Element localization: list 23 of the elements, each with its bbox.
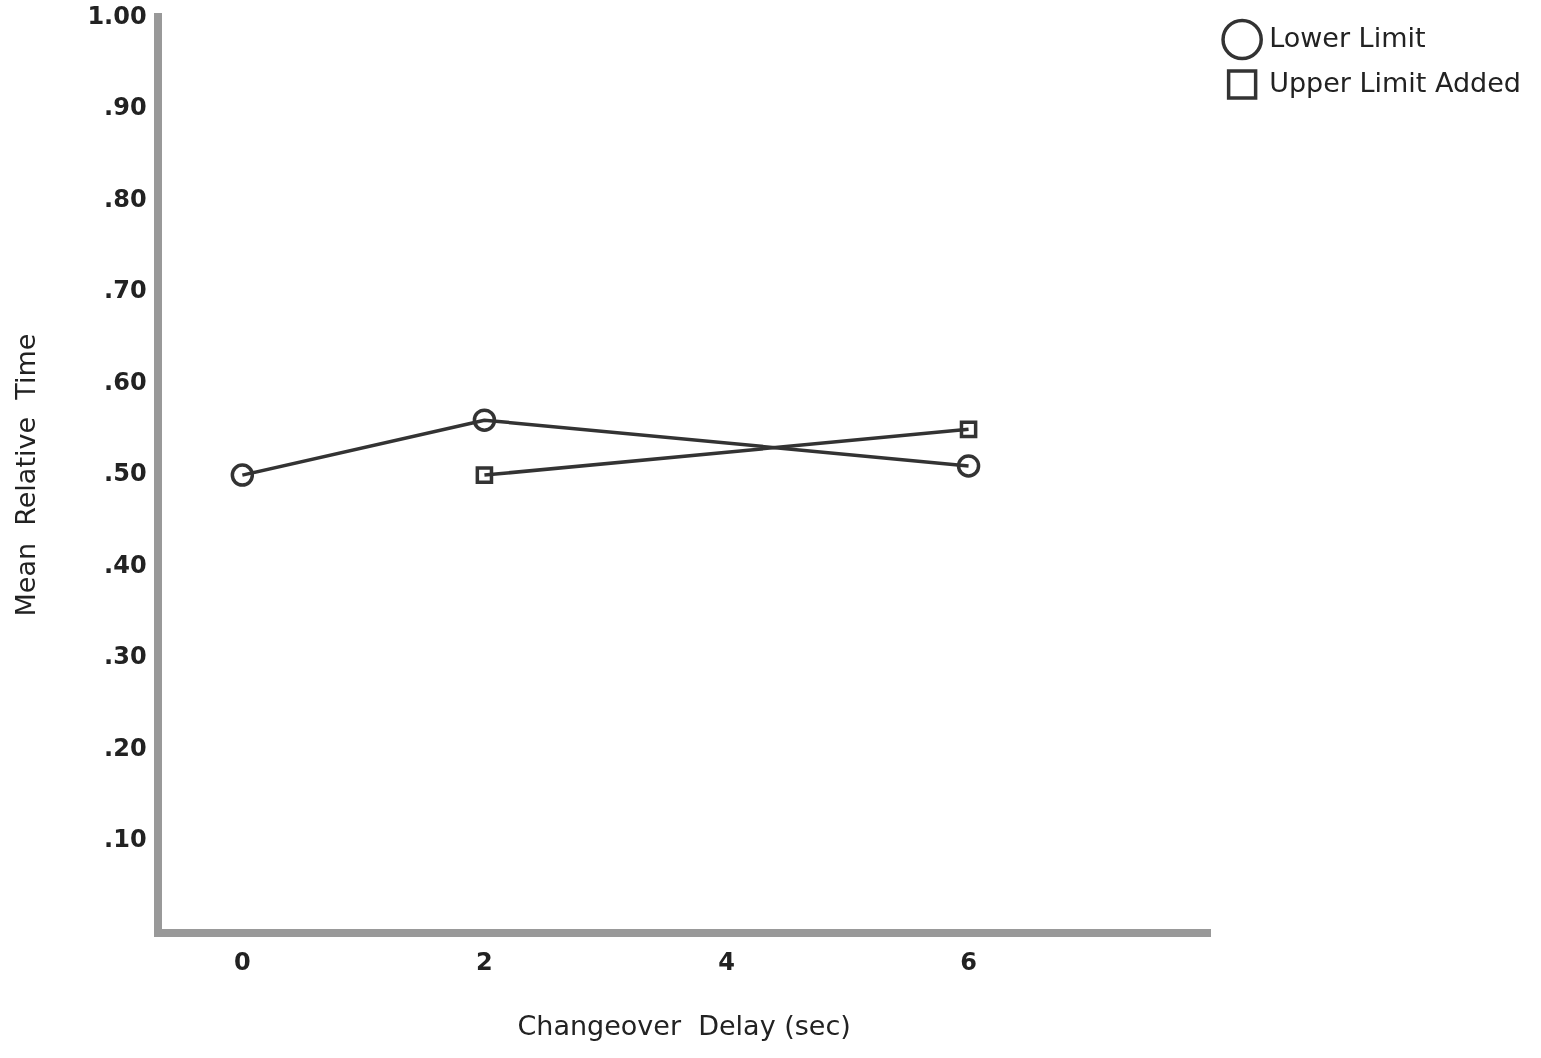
point: [472, 408, 497, 432]
y-tick-label: .90: [104, 93, 147, 122]
y-tick-label: 1.00: [87, 1, 147, 30]
y-tick-label: .70: [104, 276, 147, 305]
point: [959, 420, 978, 439]
y-tick-label: .10: [104, 825, 147, 854]
x-axis-title: Changeover Delay (sec): [517, 1009, 851, 1041]
x-tick-label: 0: [233, 948, 251, 977]
y-tick-label: .40: [104, 550, 147, 579]
legend-label: Lower Limit: [1269, 21, 1426, 53]
y-tick-label: .60: [104, 367, 147, 396]
x-tick-label: 2: [476, 948, 493, 977]
y-tick-label: .20: [104, 733, 147, 762]
point: [230, 463, 255, 487]
point: [475, 466, 494, 484]
x-tick-label: 6: [960, 948, 977, 977]
y-tick-label: .50: [104, 459, 147, 488]
y-tick-label: .80: [104, 184, 147, 213]
y-axis-title: Mean Relative Time: [10, 333, 42, 617]
x-tick-label: 4: [718, 948, 735, 977]
y-tick-label: .30: [104, 642, 147, 671]
point: [956, 454, 981, 478]
legend-label: Upper Limit Added: [1269, 66, 1521, 98]
